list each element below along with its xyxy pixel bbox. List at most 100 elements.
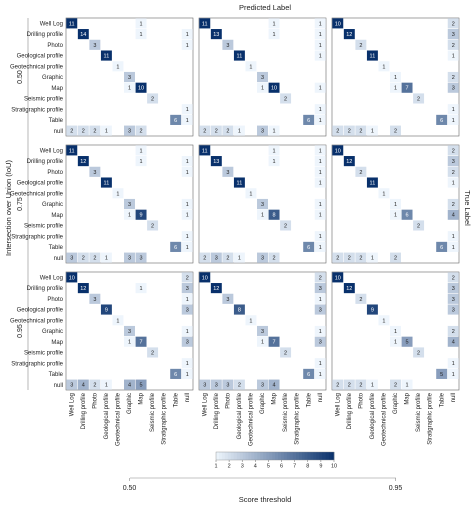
x-tick-label: Photo [225,392,231,408]
cell-label: 1 [394,329,397,335]
cell [222,166,234,177]
colorbar-segment [289,452,293,460]
colorbar-segment [251,452,255,460]
cell-label: 11 [69,148,75,154]
cell [147,220,159,231]
cell-label: 10 [271,86,277,92]
cell [181,231,193,242]
cell-label: 2 [284,350,287,356]
cell [199,145,211,156]
cell-label: 1 [186,245,189,251]
cell-label: 3 [261,329,264,335]
x-tick-label: null [185,393,191,402]
cell [112,315,124,326]
cell-label: 7 [273,340,276,346]
cell-label: 1 [382,191,385,197]
cell [447,241,459,252]
x-tick-label: Drilling profile [347,392,353,429]
cell-label: 12 [80,286,86,292]
cell-label: 3 [215,256,218,262]
cell-label: 1 [319,297,322,303]
cell [390,336,401,347]
cell-label: 1 [319,372,322,378]
cell-label: 1 [452,234,455,240]
cell [257,82,268,93]
cell [66,125,78,136]
cell [124,325,135,337]
cell [378,188,390,199]
cell [268,82,280,93]
colorbar-tick-label: 7 [293,463,296,469]
colorbar-segment [319,452,323,460]
cell [447,39,459,50]
cell-label: 6 [307,245,310,251]
cell [77,252,89,263]
y-tick-label: Graphic [42,75,63,81]
cell-label: 2 [417,350,420,356]
x-tick-label: Geotechnical profile [116,392,122,446]
cell-label: 2 [151,96,154,102]
cell-label: 2 [452,21,455,27]
cell [181,29,193,40]
cell [343,156,355,167]
cell [343,125,355,136]
cell [257,209,268,220]
x-tick-label: Drilling profile [214,392,220,429]
cell-label: 1 [371,256,374,262]
x-tick-label: null [318,393,324,402]
cell [222,125,234,136]
colorbar-segment [233,452,237,460]
cell [268,209,280,220]
cell-label: 1 [319,181,322,187]
colorbar-tick-label: 3 [241,463,244,469]
cell [181,209,193,220]
cell [355,252,367,263]
cell-label: 12 [346,32,352,38]
cell [66,379,78,390]
cell-label: 1 [273,21,276,27]
cell [245,61,257,72]
cell-label: 6 [440,245,443,251]
cell-label: 2 [226,256,229,262]
cell-label: 1 [116,64,119,70]
cell [135,18,147,29]
cell [332,145,344,156]
x-tick-label: Graphic [393,393,399,414]
cell-label: 1 [452,181,455,187]
cell [314,82,326,93]
cell [257,198,268,210]
cell-label: 11 [202,21,208,27]
cell-label: 1 [319,170,322,176]
cell [233,304,245,315]
cell [447,304,459,315]
cell [77,283,89,294]
cell-label: 1 [140,159,143,165]
cell [66,18,78,29]
cell-label: 2 [82,129,85,135]
cell [181,166,193,177]
x-tick-label: Geological profile [237,392,243,439]
cell-label: 3 [261,256,264,262]
cell [436,241,448,252]
cell [314,304,326,315]
cell [447,50,459,61]
cell [181,293,193,304]
cell [314,358,326,369]
cell [314,177,326,188]
cell-label: 1 [273,159,276,165]
right-label: True Label [463,190,472,226]
cell [100,252,112,263]
cell-label: 3 [128,129,131,135]
cell [436,114,448,125]
cell-label: 4 [452,213,455,219]
cell [199,18,211,29]
cell-label: 2 [452,329,455,335]
cell [268,18,280,29]
cell [268,379,280,390]
cell-label: 3 [93,43,96,49]
cell [280,93,292,104]
x-tick-label: Graphic [260,393,266,414]
x-tick-label: Geological profile [370,392,376,439]
cell [89,125,101,136]
